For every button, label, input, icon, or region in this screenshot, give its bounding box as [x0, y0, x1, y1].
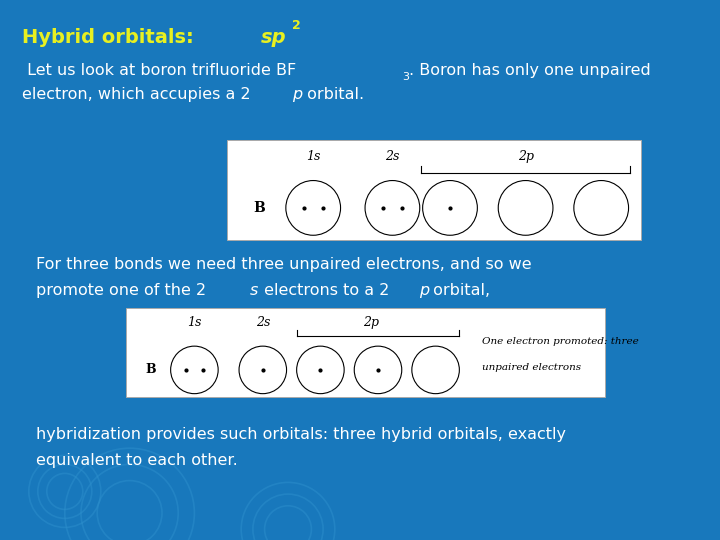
Text: One electron promoted: three: One electron promoted: three	[482, 337, 639, 346]
Text: For three bonds we need three unpaired electrons, and so we: For three bonds we need three unpaired e…	[36, 257, 531, 272]
Ellipse shape	[239, 346, 287, 394]
FancyBboxPatch shape	[126, 308, 605, 397]
Text: 1s: 1s	[306, 150, 320, 163]
Text: B: B	[146, 363, 156, 376]
FancyBboxPatch shape	[227, 140, 641, 240]
Text: 2p: 2p	[363, 316, 379, 329]
Ellipse shape	[286, 180, 341, 235]
Ellipse shape	[574, 180, 629, 235]
Text: orbital,: orbital,	[428, 283, 490, 298]
Text: 3: 3	[402, 72, 409, 82]
Ellipse shape	[498, 180, 553, 235]
Text: 2s: 2s	[256, 316, 270, 329]
Text: 2p: 2p	[518, 150, 534, 163]
Text: 1s: 1s	[187, 316, 202, 329]
Text: orbital.: orbital.	[302, 87, 364, 102]
Text: . Boron has only one unpaired: . Boron has only one unpaired	[409, 63, 651, 78]
Text: equivalent to each other.: equivalent to each other.	[36, 453, 238, 468]
Text: electrons to a 2: electrons to a 2	[259, 283, 390, 298]
Text: hybridization provides such orbitals: three hybrid orbitals, exactly: hybridization provides such orbitals: th…	[36, 427, 566, 442]
Ellipse shape	[297, 346, 344, 394]
Ellipse shape	[423, 180, 477, 235]
Text: sp: sp	[261, 28, 287, 48]
Text: p: p	[419, 283, 429, 298]
Ellipse shape	[365, 180, 420, 235]
Text: Let us look at boron trifluoride BF: Let us look at boron trifluoride BF	[22, 63, 296, 78]
Ellipse shape	[354, 346, 402, 394]
Text: electron, which accupies a 2: electron, which accupies a 2	[22, 87, 251, 102]
Text: B: B	[253, 201, 265, 215]
Ellipse shape	[171, 346, 218, 394]
Text: s: s	[250, 283, 258, 298]
Ellipse shape	[412, 346, 459, 394]
Text: 2: 2	[292, 19, 300, 32]
Text: Hybrid orbitals:: Hybrid orbitals:	[22, 28, 200, 48]
Text: promote one of the 2: promote one of the 2	[36, 283, 206, 298]
Text: unpaired electrons: unpaired electrons	[482, 363, 582, 372]
Text: 2s: 2s	[385, 150, 400, 163]
Text: p: p	[292, 87, 302, 102]
